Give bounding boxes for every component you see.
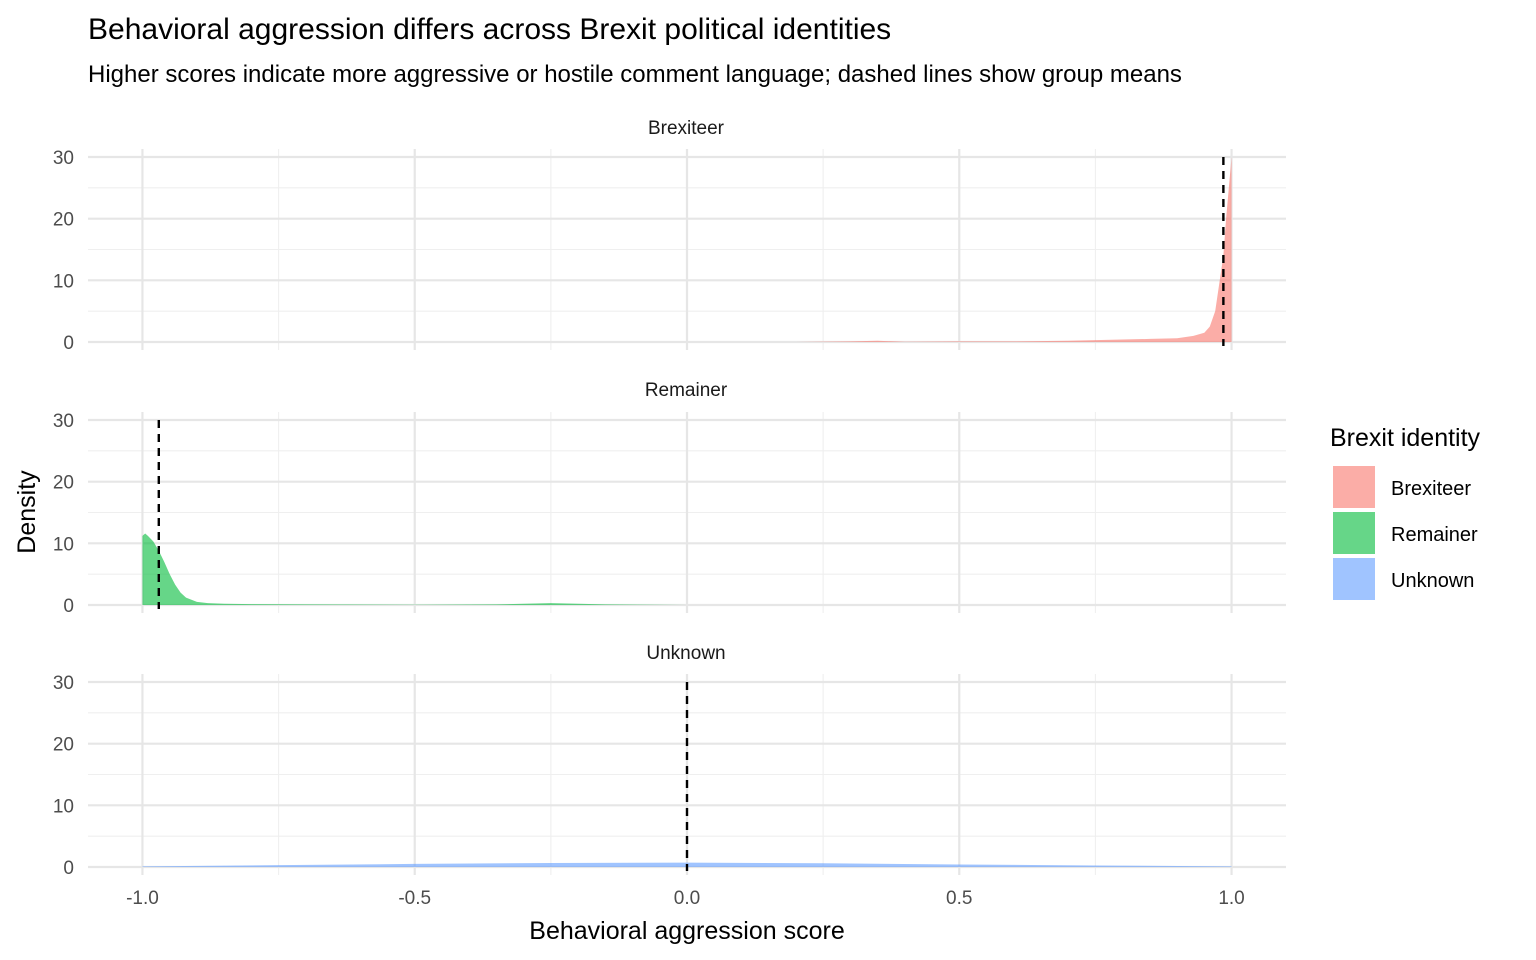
- x-axis-title: Behavioral aggression score: [529, 917, 844, 945]
- y-axis-title: Density: [13, 470, 41, 554]
- facet-panel-unknown: 0 10 20 30 Unknown: [53, 643, 1286, 879]
- y-tick-label: 0: [63, 333, 74, 354]
- y-tick-label: 20: [53, 473, 74, 494]
- y-tick-label: 0: [63, 596, 74, 617]
- chart-title: Behavioral aggression differs across Bre…: [88, 13, 891, 46]
- facet-panel-brexiteer: 0 10 20 30 Brexiteer: [53, 118, 1286, 354]
- x-tick-label: 1.0: [1218, 888, 1244, 909]
- legend-label-brexiteer: Brexiteer: [1391, 478, 1471, 500]
- y-tick-label: 10: [53, 534, 74, 555]
- x-tick-label: 0.5: [946, 888, 972, 909]
- y-tick-label: 0: [63, 858, 74, 879]
- y-tick-label: 30: [53, 148, 74, 169]
- x-tick-label: -0.5: [398, 888, 431, 909]
- legend-label-unknown: Unknown: [1391, 570, 1474, 592]
- y-tick-label: 20: [53, 735, 74, 756]
- facet-panel-remainer: 0 10 20 30 Remainer: [53, 380, 1286, 617]
- facet-panels: 0 10 20 30 Brexiteer 0 10 20 30 Remainer 0 10 20 30 Un…: [53, 118, 1286, 879]
- legend-label-remainer: Remainer: [1391, 524, 1478, 546]
- x-tick-label: -1.0: [126, 888, 159, 909]
- facet-strip-label: Brexiteer: [648, 118, 725, 139]
- y-tick-label: 10: [53, 796, 74, 817]
- legend-swatch-remainer: [1333, 512, 1375, 554]
- y-tick-label: 30: [53, 411, 74, 432]
- y-tick-label: 30: [53, 673, 74, 694]
- facet-strip-label: Unknown: [646, 643, 725, 664]
- legend: Brexit identity Brexiteer Remainer Unknown: [1330, 424, 1481, 600]
- facet-strip-label: Remainer: [645, 380, 728, 401]
- chart-subtitle: Higher scores indicate more aggressive o…: [88, 61, 1182, 88]
- legend-swatch-brexiteer: [1333, 466, 1375, 508]
- x-tick-label: 0.0: [674, 888, 700, 909]
- y-tick-label: 10: [53, 271, 74, 292]
- y-tick-label: 20: [53, 210, 74, 231]
- legend-swatch-unknown: [1333, 558, 1375, 600]
- x-axis-ticks: -1.0 -0.5 0.0 0.5 1.0: [126, 888, 1245, 909]
- legend-title: Brexit identity: [1330, 424, 1481, 452]
